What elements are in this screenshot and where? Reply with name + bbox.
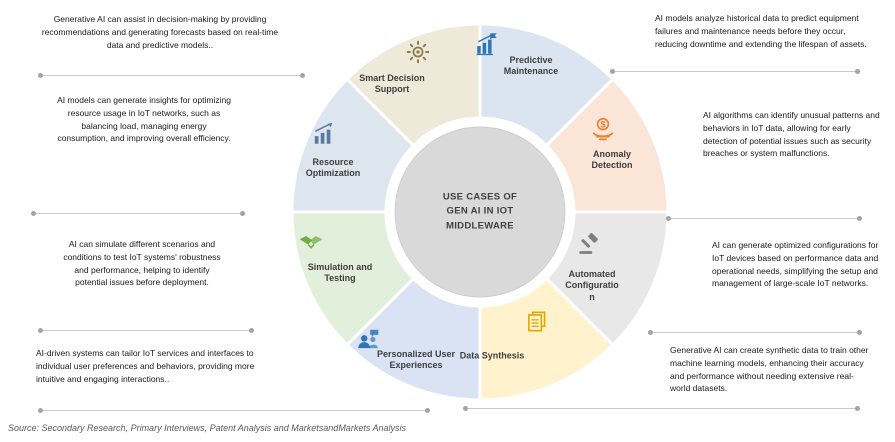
center-title-line: GEN AI IN IOT	[446, 205, 514, 217]
callout-personalized-user-experiences: AI-driven systems can tailor IoT service…	[36, 348, 255, 384]
callout-smart-decision-support: Generative AI can assist in decision-mak…	[41, 14, 279, 50]
source-note: Source: Secondary Research, Primary Inte…	[8, 423, 406, 433]
svg-text:$: $	[600, 119, 605, 129]
segment-label-anomaly-detection: Anomaly Detection	[591, 148, 633, 170]
coin-hand-icon: $	[590, 116, 616, 142]
segment-label-personalized-user-experiences: Personalized User Experiences	[376, 348, 456, 370]
connector-line	[31, 211, 245, 216]
connector-line	[610, 69, 860, 74]
connector-line	[38, 328, 254, 333]
center-title-line: USE CASES OF	[442, 191, 518, 203]
segment-label-smart-decision-support: Smart Decision Support	[359, 72, 425, 94]
callout-anomaly-detection: AI algorithms can identify unusual patte…	[703, 110, 880, 159]
center-title: USE CASES OF GEN AI IN IOT MIDDLEWARE	[443, 191, 517, 234]
bar-chart-flag-icon	[474, 32, 500, 58]
callout-data-synthesis: Generative AI can create synthetic data …	[670, 345, 869, 394]
segment-label-predictive-maintenance: Predictive Maintenance	[503, 54, 559, 76]
segment-label-resource-optimization: Resource Optimization	[305, 156, 361, 178]
donut-chart	[290, 22, 670, 402]
handshake-icon	[298, 230, 324, 256]
connector-line	[38, 408, 430, 413]
segment-label-simulation-and-testing: Simulation and Testing	[307, 261, 373, 283]
gear-decision-icon	[405, 39, 431, 65]
gavel-icon	[576, 230, 602, 256]
center-title-line: MIDDLEWARE	[446, 220, 514, 232]
connector-line	[38, 73, 305, 78]
segment-label-automated-configuration: Automated Configuration	[565, 269, 619, 302]
callout-automated-configuration: AI can generate optimized configurations…	[712, 240, 879, 289]
connector-line	[463, 406, 860, 411]
documents-icon	[524, 309, 550, 335]
connector-line	[648, 330, 862, 335]
callout-resource-optimization: AI models can generate insights for opti…	[57, 95, 231, 144]
segment-label-data-synthesis: Data Synthesis	[459, 350, 525, 361]
center-circle	[394, 126, 566, 298]
connector-line	[666, 216, 862, 221]
users-chat-icon	[355, 327, 381, 353]
callout-simulation-and-testing: AI can simulate different scenarios and …	[63, 239, 221, 288]
growth-chart-icon	[311, 121, 337, 147]
callout-predictive-maintenance: AI models analyze historical data to pre…	[655, 13, 867, 49]
segment-wedge-smart-decision-support	[344, 22, 482, 148]
